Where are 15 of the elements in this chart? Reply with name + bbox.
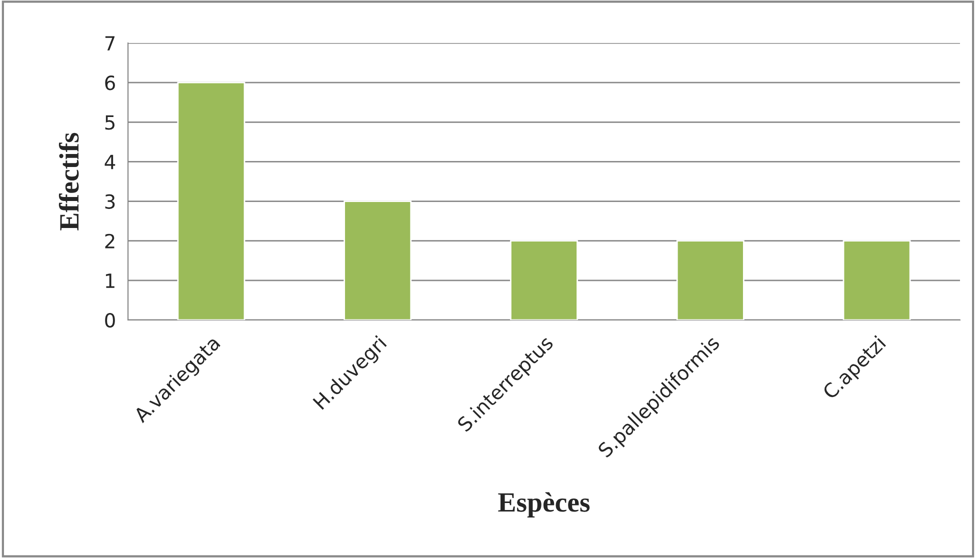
y-tick-label: 5 — [105, 115, 114, 130]
y-tick-label: 2 — [105, 234, 114, 248]
bar — [510, 240, 578, 320]
y-tick-label: 1 — [106, 274, 114, 288]
y-tick-label: 7 — [105, 36, 115, 50]
y-axis-title: Effectifs — [58, 132, 79, 230]
y-tick-label: 0 — [105, 312, 115, 328]
bar — [676, 240, 744, 320]
y-tick-label: 6 — [105, 76, 115, 90]
y-tick-label: 4 — [104, 154, 116, 170]
x-axis-title: Espèces — [498, 492, 590, 518]
y-tick-label: 3 — [105, 194, 115, 209]
bar — [842, 240, 911, 320]
bar — [177, 82, 246, 320]
bar — [344, 200, 412, 320]
